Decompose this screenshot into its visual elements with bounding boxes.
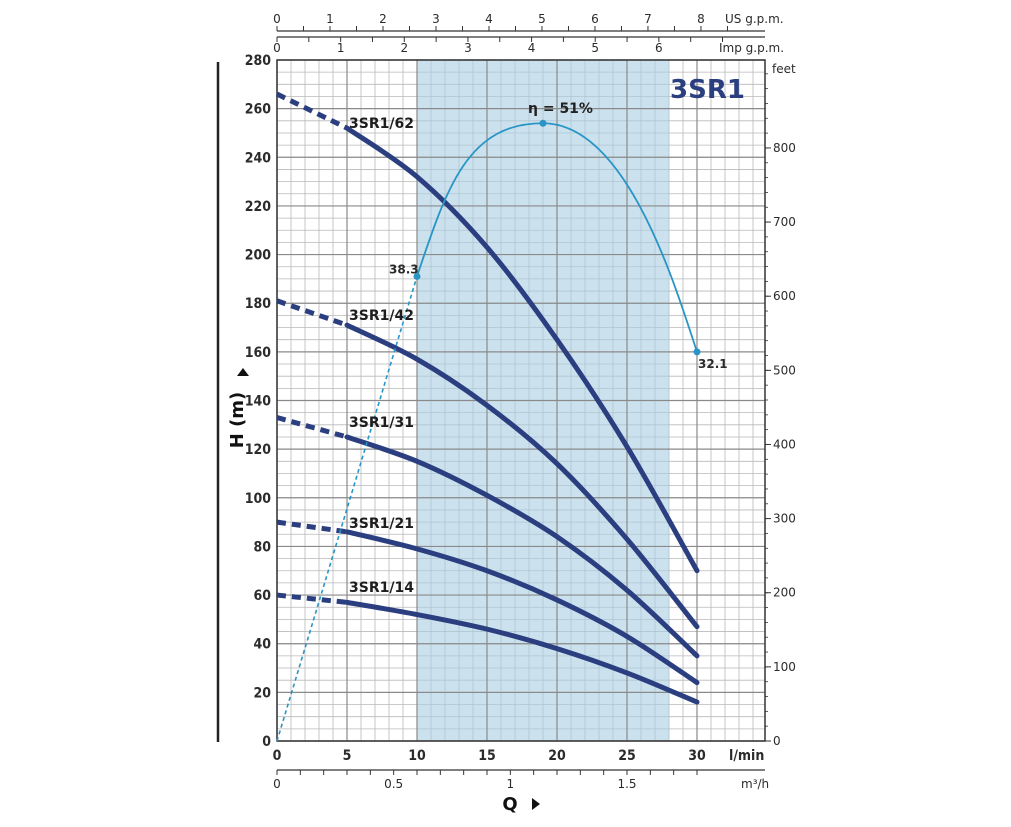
series-dashed-segment: [276, 592, 348, 605]
series-group: [275, 91, 700, 705]
x-axis-title: Q: [502, 794, 517, 815]
series-label: 3SR1/31: [349, 415, 414, 431]
efficiency-point-label: 32.1: [698, 357, 728, 371]
y-tick-label: 60: [253, 588, 271, 604]
efficiency-peak-label: η = 51%: [528, 101, 593, 117]
us-gpm-tick-label: 4: [485, 12, 493, 26]
efficiency-point: [693, 348, 701, 356]
x-axis-arrow-icon: [532, 798, 540, 810]
x-tick-label: 15: [478, 748, 496, 764]
m3h-tick-label: 1.5: [617, 777, 636, 791]
feet-axis-label: feet: [772, 62, 796, 76]
us-gpm-tick-label: 0: [273, 12, 281, 26]
y-axis-arrow-icon: [237, 368, 249, 376]
series-label: 3SR1/42: [349, 308, 414, 324]
y-tick-label: 20: [253, 685, 271, 701]
y-tick-label: 80: [253, 539, 271, 555]
imp-gpm-tick-label: 4: [528, 41, 536, 55]
imp-gpm-tick-label: 1: [337, 41, 345, 55]
series-label: 3SR1/14: [349, 580, 414, 596]
m3h-tick-label: 0.5: [384, 777, 403, 791]
series-dashed-segment: [276, 519, 348, 535]
y-tick-label: 240: [245, 150, 272, 166]
us-gpm-tick-label: 3: [432, 12, 440, 26]
imp-gpm-tick-label: 2: [400, 41, 408, 55]
feet-tick-label: 600: [773, 289, 796, 303]
efficiency-point: [539, 119, 547, 127]
y-tick-label: 120: [245, 442, 272, 458]
m3h-tick-label: 1: [507, 777, 515, 791]
imp-gpm-tick-label: 3: [464, 41, 472, 55]
x-tick-label: 20: [548, 748, 566, 764]
feet-tick-label: 300: [773, 512, 796, 526]
x-tick-label: 10: [408, 748, 426, 764]
x-unit-label: l/min: [729, 748, 764, 764]
y-tick-label: 0: [262, 734, 271, 750]
efficiency-curve: 38.3 32.1 η = 51%: [276, 101, 728, 742]
us-gpm-tick-label: 7: [644, 12, 652, 26]
y-tick-label: 100: [245, 491, 272, 507]
series-line: [344, 529, 700, 686]
series-dashed-segment: [275, 91, 349, 131]
feet-tick-label: 0: [773, 734, 781, 748]
y-tick-label: 160: [245, 345, 272, 361]
feet-tick-label: 200: [773, 586, 796, 600]
chart-title: 3SR1: [670, 75, 745, 105]
efficiency-point-label: 38.3: [389, 262, 419, 276]
plot-border: [276, 59, 766, 742]
efficiency-dashed-segment: [276, 276, 418, 742]
y-tick-label: 180: [245, 296, 272, 312]
series-line: [344, 434, 700, 659]
axes: 0204060801001201401601802002202402602800…: [227, 12, 796, 815]
y-tick-label: 40: [253, 637, 271, 653]
us-gpm-axis-label: US g.p.m.: [725, 12, 784, 26]
efficiency-point: [413, 272, 421, 280]
series-label: 3SR1/21: [349, 516, 414, 532]
feet-tick-label: 400: [773, 437, 796, 451]
us-gpm-tick-label: 6: [591, 12, 599, 26]
series-dashed-segment: [276, 298, 348, 328]
y-axis-title: H (m): [227, 392, 248, 449]
y-tick-label: 200: [245, 248, 272, 264]
imp-gpm-axis-label: Imp g.p.m.: [719, 41, 784, 55]
feet-tick-label: 800: [773, 141, 796, 155]
imp-gpm-tick-label: 6: [655, 41, 663, 55]
m3h-tick-label: 0: [273, 777, 281, 791]
x-tick-label: 5: [343, 748, 352, 764]
series-line: [344, 599, 700, 705]
y-tick-label: 220: [245, 199, 272, 215]
y-tick-label: 280: [245, 53, 272, 69]
series-label: 3SR1/62: [349, 116, 414, 132]
series-line: [344, 125, 700, 574]
x-tick-label: 25: [618, 748, 636, 764]
feet-tick-label: 100: [773, 660, 796, 674]
us-gpm-tick-label: 5: [538, 12, 546, 26]
feet-tick-label: 500: [773, 363, 796, 377]
imp-gpm-tick-label: 0: [273, 41, 281, 55]
plot-frame: [216, 59, 766, 742]
m3h-axis-label: m³/h: [741, 777, 769, 791]
us-gpm-tick-label: 8: [697, 12, 705, 26]
y-tick-label: 260: [245, 102, 272, 118]
y-tick-label: 140: [245, 394, 272, 410]
series-dashed-segment: [276, 415, 348, 440]
feet-tick-label: 700: [773, 215, 796, 229]
imp-gpm-tick-label: 5: [591, 41, 599, 55]
us-gpm-tick-label: 1: [326, 12, 334, 26]
x-tick-label: 30: [688, 748, 706, 764]
x-tick-label: 0: [273, 748, 282, 764]
us-gpm-tick-label: 2: [379, 12, 387, 26]
series-line: [344, 322, 700, 630]
labels: 3SR1/62 3SR1/42 3SR1/31 3SR1/21 3SR1/14: [349, 116, 414, 596]
